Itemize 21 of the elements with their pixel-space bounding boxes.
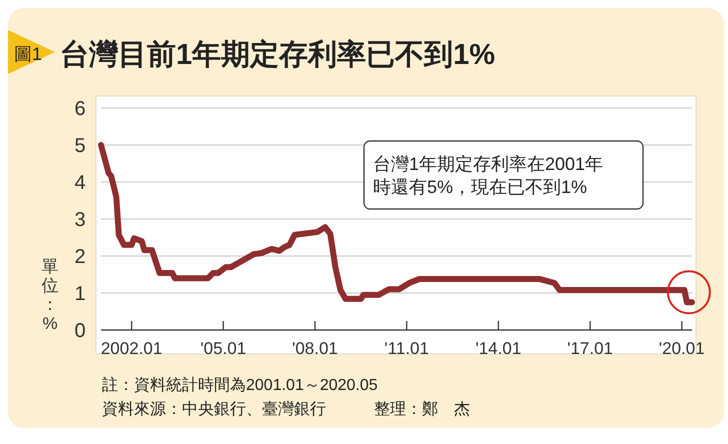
chart-title: 台灣目前1年期定存利率已不到1% xyxy=(60,38,496,71)
y-tick-label: 2 xyxy=(74,246,86,268)
y-tick-label: 0 xyxy=(74,320,86,342)
x-tick-label: '05.01 xyxy=(200,339,246,358)
y-tick-label: 4 xyxy=(74,172,86,194)
x-tick-label: '14.01 xyxy=(476,339,522,358)
y-axis-title: 單位：% xyxy=(42,257,58,333)
annotation: 台灣1年期定存利率在2001年 xyxy=(373,154,604,174)
x-tick-label: '08.01 xyxy=(292,339,338,358)
x-tick-label: '11.01 xyxy=(384,339,429,358)
text: 註：資料統計時間為2001.01～2020.05 xyxy=(102,376,378,394)
y-tick-label: 5 xyxy=(74,135,86,157)
caption: 圖1 xyxy=(14,44,42,64)
y-tick-label: 1 xyxy=(74,283,86,305)
y-tick-label: 6 xyxy=(74,98,86,120)
x-tick-label: 2002.01 xyxy=(100,339,162,358)
annotation: 時還有5%，現在已不到1% xyxy=(373,177,588,197)
x-tick-label: '20.01 xyxy=(658,339,705,358)
x-tick-label: '17.01 xyxy=(567,339,613,358)
source-note: 資料來源：中央銀行、臺灣銀行 整理：鄭 杰 xyxy=(102,400,470,418)
y-tick-label: 3 xyxy=(74,209,86,231)
